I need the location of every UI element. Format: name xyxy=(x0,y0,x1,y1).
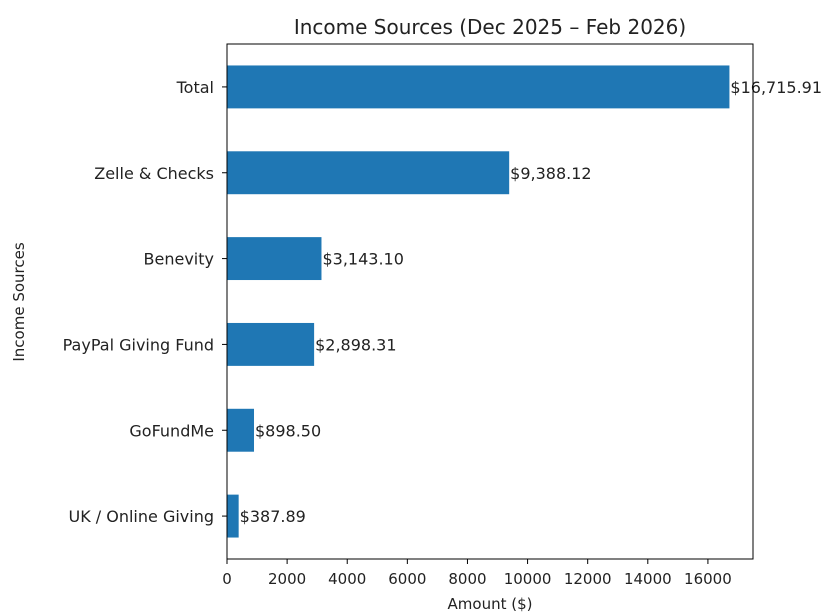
x-axis-label: Amount ($) xyxy=(448,595,533,613)
x-tick-label-1: 2000 xyxy=(268,570,306,588)
y-tick-label-5: UK / Online Giving xyxy=(68,507,214,526)
bar-value-label-5: $387.89 xyxy=(240,507,306,526)
y-axis-label: Income Sources xyxy=(10,242,28,361)
bar-5 xyxy=(227,494,239,538)
bar-2 xyxy=(227,237,322,281)
x-tick-label-8: 16000 xyxy=(684,570,732,588)
bar-value-label-4: $898.50 xyxy=(255,421,321,440)
x-tick-label-6: 12000 xyxy=(564,570,612,588)
bar-0 xyxy=(227,65,730,109)
bar-value-label-0: $16,715.91 xyxy=(730,78,822,97)
y-tick-label-0: Total xyxy=(176,78,214,97)
x-tick-label-3: 6000 xyxy=(388,570,426,588)
y-ticks-group: Total Zelle & Checks Benevity PayPal Giving… xyxy=(63,78,227,526)
bar-value-label-1: $9,388.12 xyxy=(510,164,591,183)
bar-labels-group: $16,715.91 $9,388.12 $3,143.10 $2,898.31 $89… xyxy=(240,78,822,526)
y-tick-label-3: PayPal Giving Fund xyxy=(63,335,214,354)
y-tick-label-1: Zelle & Checks xyxy=(94,164,214,183)
x-tick-label-0: 0 xyxy=(222,570,232,588)
y-tick-label-4: GoFundMe xyxy=(129,421,214,440)
bar-value-label-2: $3,143.10 xyxy=(322,250,403,269)
x-tick-label-2: 4000 xyxy=(328,570,366,588)
x-tick-label-4: 8000 xyxy=(448,570,486,588)
plot-frame xyxy=(226,43,754,560)
bar-value-label-3: $2,898.31 xyxy=(315,335,396,354)
x-tick-label-7: 14000 xyxy=(624,570,672,588)
bar-4 xyxy=(227,408,255,452)
bar-3 xyxy=(227,322,315,366)
x-ticks-group: 0 2000 4000 6000 8000 10000 12000 14000 16000 xyxy=(222,559,732,588)
bar-1 xyxy=(227,151,510,195)
x-tick-label-5: 10000 xyxy=(504,570,552,588)
bars-group xyxy=(227,65,730,538)
chart-title: Income Sources (Dec 2025 – Feb 2026) xyxy=(294,15,686,39)
y-tick-label-2: Benevity xyxy=(144,250,214,269)
